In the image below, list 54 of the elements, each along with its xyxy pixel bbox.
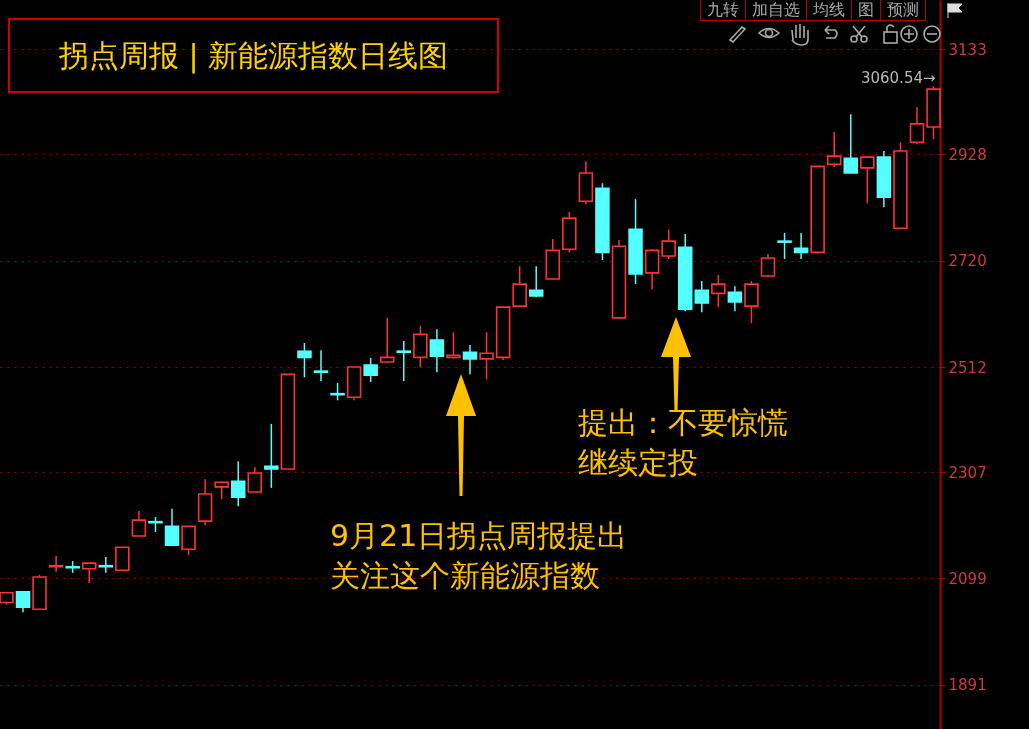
candlestick — [644, 248, 660, 290]
y-tick-label: 2307 — [948, 463, 987, 482]
y-tick-label: 2720 — [948, 252, 987, 271]
candlestick — [528, 265, 544, 298]
candlestick — [727, 285, 743, 313]
y-tick-label: 2928 — [948, 145, 987, 164]
candlestick — [181, 525, 196, 556]
candlestick — [115, 546, 130, 572]
candlestick — [777, 232, 792, 260]
y-tick-label: 3133 — [948, 40, 987, 59]
candlestick — [793, 232, 809, 260]
candlestick — [81, 562, 97, 584]
candlestick — [860, 155, 875, 204]
candlestick — [843, 113, 859, 174]
candlestick — [694, 280, 710, 314]
candlestick — [297, 342, 312, 379]
annotation: 九转 — [701, 0, 746, 20]
candlestick — [413, 325, 428, 368]
candlestick — [379, 317, 395, 363]
candlestick — [661, 228, 676, 260]
annotation: 提出：不要惊慌 — [578, 404, 788, 442]
candlestick — [760, 253, 776, 277]
candlestick — [711, 274, 726, 308]
y-tick-label: 2512 — [948, 358, 987, 377]
candlestick — [909, 106, 925, 146]
text: 拐点周报 | 新能源指数日线图 — [8, 18, 499, 93]
annotation: 继续定投 — [578, 444, 698, 482]
candlestick — [446, 331, 461, 360]
y-tick-label: 1891 — [948, 676, 987, 695]
candlestick — [264, 423, 279, 489]
annotation: 预测 — [881, 0, 926, 20]
candlestick — [363, 357, 378, 383]
candlestick — [512, 265, 527, 307]
candlestick — [230, 460, 246, 508]
annotation: 3060.54→ — [860, 69, 936, 88]
candlestick — [98, 556, 114, 574]
candlestick — [396, 340, 412, 382]
candlestick — [462, 344, 478, 375]
annotation: 加自选 — [746, 0, 807, 20]
candlestick — [164, 508, 180, 547]
candlestick — [313, 349, 329, 382]
annotation: 关注这个新能源指数 — [330, 557, 600, 595]
candlestick — [247, 466, 263, 493]
candlestick — [131, 510, 147, 537]
candlestick — [479, 331, 494, 381]
candlestick — [826, 131, 842, 168]
candlestick — [15, 591, 31, 614]
y-tick-label: 2099 — [948, 569, 987, 588]
candlestick — [429, 328, 445, 373]
annotation: 均线 — [807, 0, 852, 20]
annotation: 9月21日拐点周报提出 — [330, 517, 628, 555]
candlestick — [744, 280, 759, 324]
candlestick — [48, 555, 64, 573]
annotation: 图 — [852, 0, 881, 20]
